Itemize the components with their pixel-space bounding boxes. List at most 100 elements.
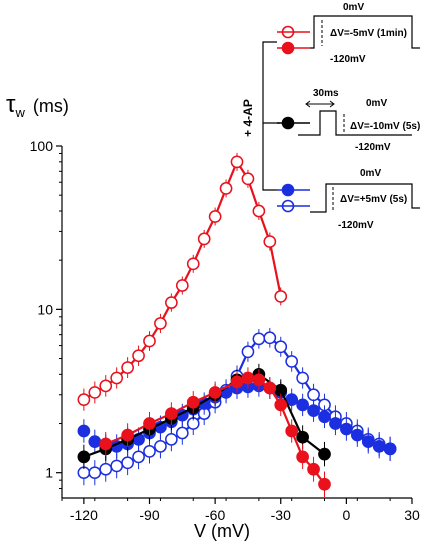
data-point [154, 439, 167, 453]
protocol1-bottom-label: -120mV [330, 54, 366, 65]
data-point [99, 462, 113, 476]
data-point [296, 371, 309, 385]
data-point [318, 477, 331, 491]
data-point [263, 331, 277, 345]
data-point [307, 404, 320, 417]
data-point [274, 340, 288, 354]
protocol2-top-label: 0mV [366, 98, 387, 109]
protocol2-pre-label: 30ms [313, 88, 339, 99]
protocol2-trace [298, 110, 412, 136]
data-point [329, 417, 342, 430]
data-point [165, 407, 178, 420]
protocol3-step-label: ΔV=+5mV (5s) [340, 194, 407, 205]
data-point [296, 450, 309, 464]
data-point [77, 393, 91, 407]
data-point [165, 433, 178, 446]
data-point [252, 332, 266, 346]
protocol1-top-label: 0mV [343, 2, 364, 13]
y-axis-subscript: w [14, 105, 25, 120]
x-tick-label: 0 [342, 507, 350, 523]
data-point [263, 235, 277, 248]
protocol3-top-label: 0mV [360, 168, 381, 179]
inset-bracket [262, 41, 277, 191]
data-point [110, 371, 124, 385]
series-line [83, 336, 391, 474]
protocol1-trace [310, 15, 420, 49]
series-red-filled [99, 367, 331, 497]
protocol3-bottom-label: -120mV [338, 220, 374, 231]
data-point [88, 435, 102, 448]
series-blue-open [77, 327, 397, 486]
data-point [307, 462, 320, 476]
data-point [121, 361, 134, 374]
data-point [165, 296, 178, 309]
series-layer [77, 152, 397, 497]
data-point [208, 210, 222, 223]
data-point [372, 439, 386, 453]
data-point [208, 386, 222, 399]
data-point [99, 437, 113, 451]
data-point [361, 435, 375, 448]
y-tick-label: 1 [45, 465, 53, 481]
data-point [186, 257, 200, 271]
data-point [263, 381, 277, 395]
data-point [143, 334, 156, 348]
data-point [274, 398, 288, 412]
data-point [132, 349, 145, 363]
data-point [186, 395, 200, 409]
x-tick-label: -90 [139, 507, 159, 523]
data-point [241, 371, 255, 385]
data-point [241, 172, 255, 186]
data-point [88, 466, 102, 480]
data-point [99, 379, 113, 393]
data-point [154, 317, 167, 330]
x-tick-label: -120 [70, 507, 98, 523]
data-point [132, 450, 145, 464]
data-point [230, 155, 244, 169]
data-point [285, 355, 299, 368]
x-tick-label: -30 [271, 507, 291, 523]
data-point [252, 373, 266, 387]
data-point [143, 445, 156, 458]
data-point [350, 428, 364, 442]
data-point [296, 430, 309, 444]
data-point [175, 426, 189, 440]
data-point [77, 424, 91, 438]
x-tick-label: 30 [404, 507, 420, 523]
y-axis-unit: (ms) [33, 96, 69, 116]
protocol2-bottom-label: -120mV [355, 142, 391, 153]
data-point [230, 375, 244, 389]
data-point [296, 398, 309, 412]
y-tick-label: 100 [30, 138, 54, 154]
y-axis-title: τw (ms) [6, 91, 69, 120]
data-point [175, 279, 189, 292]
data-point [318, 447, 331, 461]
data-point [197, 232, 211, 246]
protocol2-duration-arrow [305, 100, 335, 108]
inset-group-label: + 4-AP [241, 99, 255, 137]
y-axis-symbol: τ [6, 91, 16, 118]
data-point [340, 422, 353, 436]
data-point [77, 450, 91, 464]
data-point [383, 442, 397, 456]
series-red-open [77, 152, 288, 411]
data-point [241, 345, 255, 359]
data-point [252, 204, 266, 218]
x-axis-title: V (mV) [194, 521, 250, 541]
data-point [110, 459, 124, 473]
data-point [307, 388, 320, 402]
axis-ticks: -120 -90 -60 -30 0 30 1 10 100 [30, 138, 420, 523]
data-point [143, 417, 156, 430]
protocol2-step-label: ΔV=-10mV (5s) [350, 121, 420, 132]
data-point [274, 290, 288, 303]
y-tick-label: 10 [37, 301, 53, 317]
x-tick-label: -60 [205, 507, 225, 523]
data-point [285, 424, 299, 438]
axes-frame [61, 146, 412, 499]
protocol-inset: + 4-AP 0mV ΔV=-5mV (1min) -120mV 30ms 0m… [241, 2, 420, 231]
data-point [318, 410, 331, 424]
data-point [219, 182, 233, 195]
data-point [121, 456, 134, 470]
data-point [88, 386, 102, 399]
